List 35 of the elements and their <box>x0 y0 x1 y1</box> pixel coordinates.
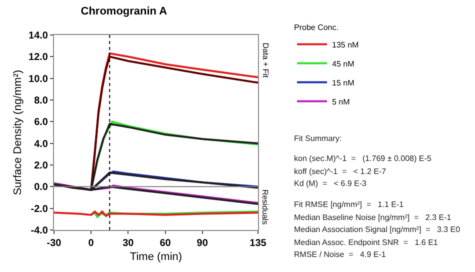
y-tick-label: 4.0 <box>34 138 48 150</box>
x-axis-title: Time (min) <box>130 251 182 264</box>
text: Kd (M) = < 6.9 E-3 <box>294 179 368 188</box>
y-tick-label: -4.0 <box>30 226 48 236</box>
y-tick-label: -2.0 <box>30 204 48 215</box>
text: Residuals <box>260 189 270 225</box>
x-tick-label: 30 <box>122 238 134 249</box>
legend-label: 15 nM <box>332 78 355 88</box>
y-tick-label: 14.0 <box>28 30 48 42</box>
y-tick-label: 8.0 <box>34 96 48 106</box>
text: Median Assoc. Endpoint SNR = 1.6 E1 <box>294 238 438 247</box>
x-tick-label: 135 <box>250 238 267 249</box>
x-tick-label: 90 <box>196 238 208 249</box>
legend-label: 45 nM <box>332 59 355 68</box>
x-tick-label: 60 <box>160 238 172 249</box>
text: Fit RMSE [ng/mm²] = 1.1 E-1 <box>294 200 404 209</box>
chart-title: Chromogranin A <box>80 6 168 18</box>
text: Median Baseline Noise [ng/mm²] = 2.3 E-1 <box>294 213 452 222</box>
text: Median Association Signal [ng/mm²] = 3.3 E0 <box>294 225 461 234</box>
x-tick-label: -30 <box>46 238 62 249</box>
y-tick-label: 2.0 <box>34 160 48 172</box>
text: koff (sec)^-1 = < 1.2 E-7 <box>294 167 387 176</box>
legend-title: Probe Conc. <box>294 22 338 32</box>
legend-label: 135 nM <box>332 40 360 50</box>
y-tick-label: 10.0 <box>28 74 48 85</box>
y-axis-title: Surface Density (ng/mm²) <box>12 70 24 196</box>
y-tick-label: 0.0 <box>34 182 48 194</box>
text: Data + Fit <box>260 42 270 78</box>
legend-label: 5 nM <box>332 97 350 106</box>
text: Fit Summary: <box>294 134 342 143</box>
y-tick-label: 12.0 <box>28 52 48 64</box>
text: RMSE / Noise = 4.9 E-1 <box>294 250 386 259</box>
y-tick-label: 6.0 <box>34 117 48 128</box>
text: kon (sec.M)^-1 = (1.769 ± 0.008) E-5 <box>294 154 432 163</box>
x-tick-label: 0 <box>88 238 94 249</box>
